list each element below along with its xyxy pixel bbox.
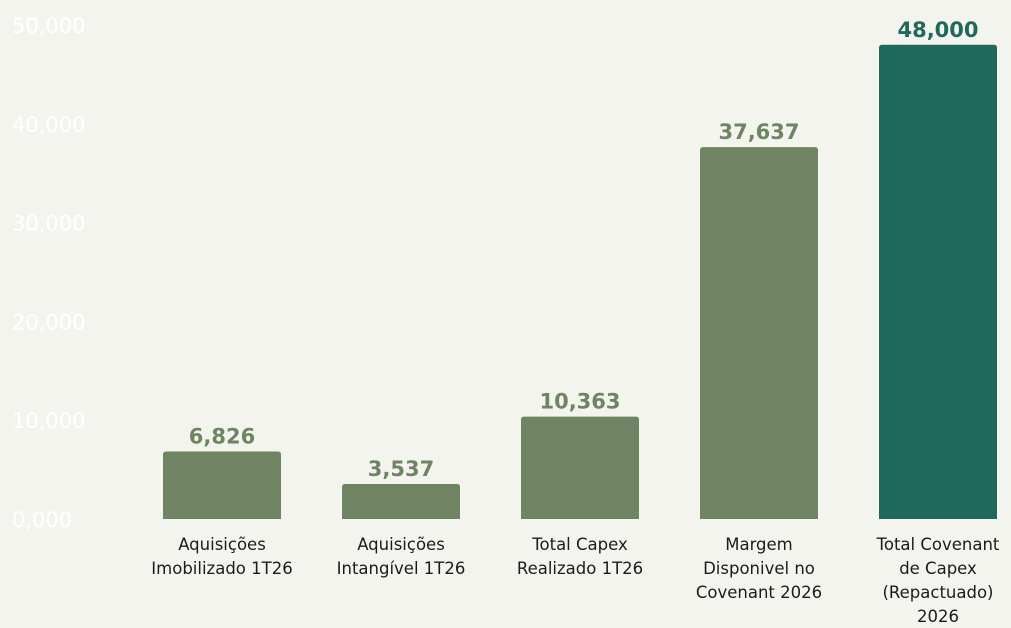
bars xyxy=(163,44,997,520)
y-axis: 0,000 10,000 20,000 30,000 40,000 50,000 xyxy=(12,14,85,532)
category-label: Disponivel no xyxy=(703,559,815,578)
y-tick-label: 10,000 xyxy=(12,409,85,433)
category-label: Realizado 1T26 xyxy=(517,559,643,578)
category-label: Imobilizado 1T26 xyxy=(151,559,292,578)
category-label: Margem xyxy=(725,535,793,554)
category-label: Aquisições xyxy=(357,535,445,554)
bar xyxy=(163,451,281,519)
y-tick-label: 20,000 xyxy=(12,310,85,334)
x-axis-labels: Aquisições Imobilizado 1T26 Aquisições Inta… xyxy=(151,535,1000,626)
y-tick-label: 40,000 xyxy=(12,113,85,137)
category-label: 2026 xyxy=(917,607,959,626)
category-label: (Repactuado) xyxy=(882,583,993,602)
category-label: Covenant 2026 xyxy=(696,583,822,602)
category-label: Total Covenant xyxy=(876,535,1000,554)
value-label: 10,363 xyxy=(539,390,620,414)
value-label: 37,637 xyxy=(718,120,799,144)
category-label: de Capex xyxy=(899,559,977,578)
value-labels: 6,826 3,537 10,363 37,637 48,000 xyxy=(189,18,979,481)
y-tick-label: 0,000 xyxy=(12,508,72,532)
category-label: Aquisições xyxy=(178,535,266,554)
bar xyxy=(342,484,460,519)
y-tick-label: 30,000 xyxy=(12,212,85,236)
value-label: 6,826 xyxy=(189,425,255,449)
category-label: Intangível 1T26 xyxy=(337,559,466,578)
category-label: Total Capex xyxy=(531,535,628,554)
y-tick-label: 50,000 xyxy=(12,14,85,38)
bar xyxy=(879,44,997,519)
value-label: 48,000 xyxy=(897,18,978,42)
value-label: 3,537 xyxy=(368,457,434,481)
bar xyxy=(521,416,639,519)
bar xyxy=(700,147,818,520)
